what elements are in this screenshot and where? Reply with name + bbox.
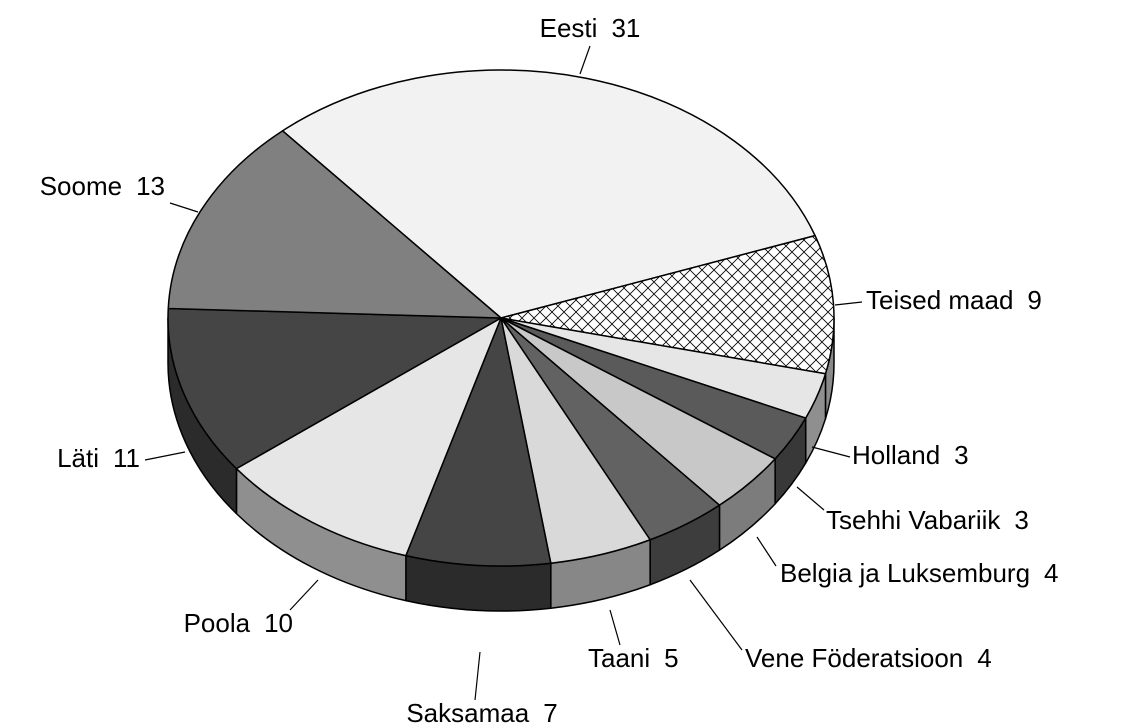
slice-label: Tsehhi Vabariik 3 [826,505,1029,535]
label-name: Holland [852,440,940,470]
label-value: 3 [1014,505,1028,535]
label-value: 31 [611,13,640,43]
slice-label: Vene Föderatsioon 4 [745,643,992,673]
leader-line [689,579,743,651]
label-value: 5 [664,643,678,673]
label-name: Teised maad [866,285,1013,315]
slice-label: Läti 11 [57,443,140,473]
label-name: Vene Föderatsioon [745,643,963,673]
slice-label: Poola 10 [184,608,293,638]
leader-line [144,451,186,461]
slice-label: Soome 13 [40,171,165,201]
slice [281,69,816,319]
label-name: Saksamaa [406,698,529,728]
label-name: Taani [588,643,650,673]
leader-line [289,579,319,611]
label-name: Belgia ja Luksemburg [780,558,1030,588]
label-name: Poola [184,608,251,638]
label-value: 7 [543,698,557,728]
slice-label: Teised maad 9 [866,285,1042,315]
leader-line [169,202,199,213]
slice-label: Eesti 31 [540,13,641,43]
label-name: Eesti [540,13,598,43]
label-value: 4 [1044,558,1058,588]
leader-line [579,45,591,75]
label-value: 10 [264,608,293,638]
leader-line [609,609,621,646]
label-value: 4 [977,643,991,673]
slice-label: Belgia ja Luksemburg 4 [780,558,1059,588]
slice [405,317,552,567]
label-value: 3 [954,440,968,470]
leader-line [474,651,481,701]
leader-line [811,446,851,458]
slice [167,130,502,319]
label-value: 11 [113,443,140,473]
slice-label: Taani 5 [588,643,679,673]
slice [500,234,835,375]
slice [235,317,502,557]
leader-line [756,536,777,567]
slice-label: Holland 3 [852,440,969,470]
label-value: 9 [1027,285,1041,315]
slice [167,307,502,470]
slice-label: Saksamaa 7 [406,698,557,728]
label-name: Tsehhi Vabariik [826,505,1001,535]
label-name: Soome [40,171,122,201]
label-name: Läti [57,443,99,473]
leader-line [796,486,825,511]
label-value: 13 [136,171,165,201]
leader-line [834,301,863,306]
